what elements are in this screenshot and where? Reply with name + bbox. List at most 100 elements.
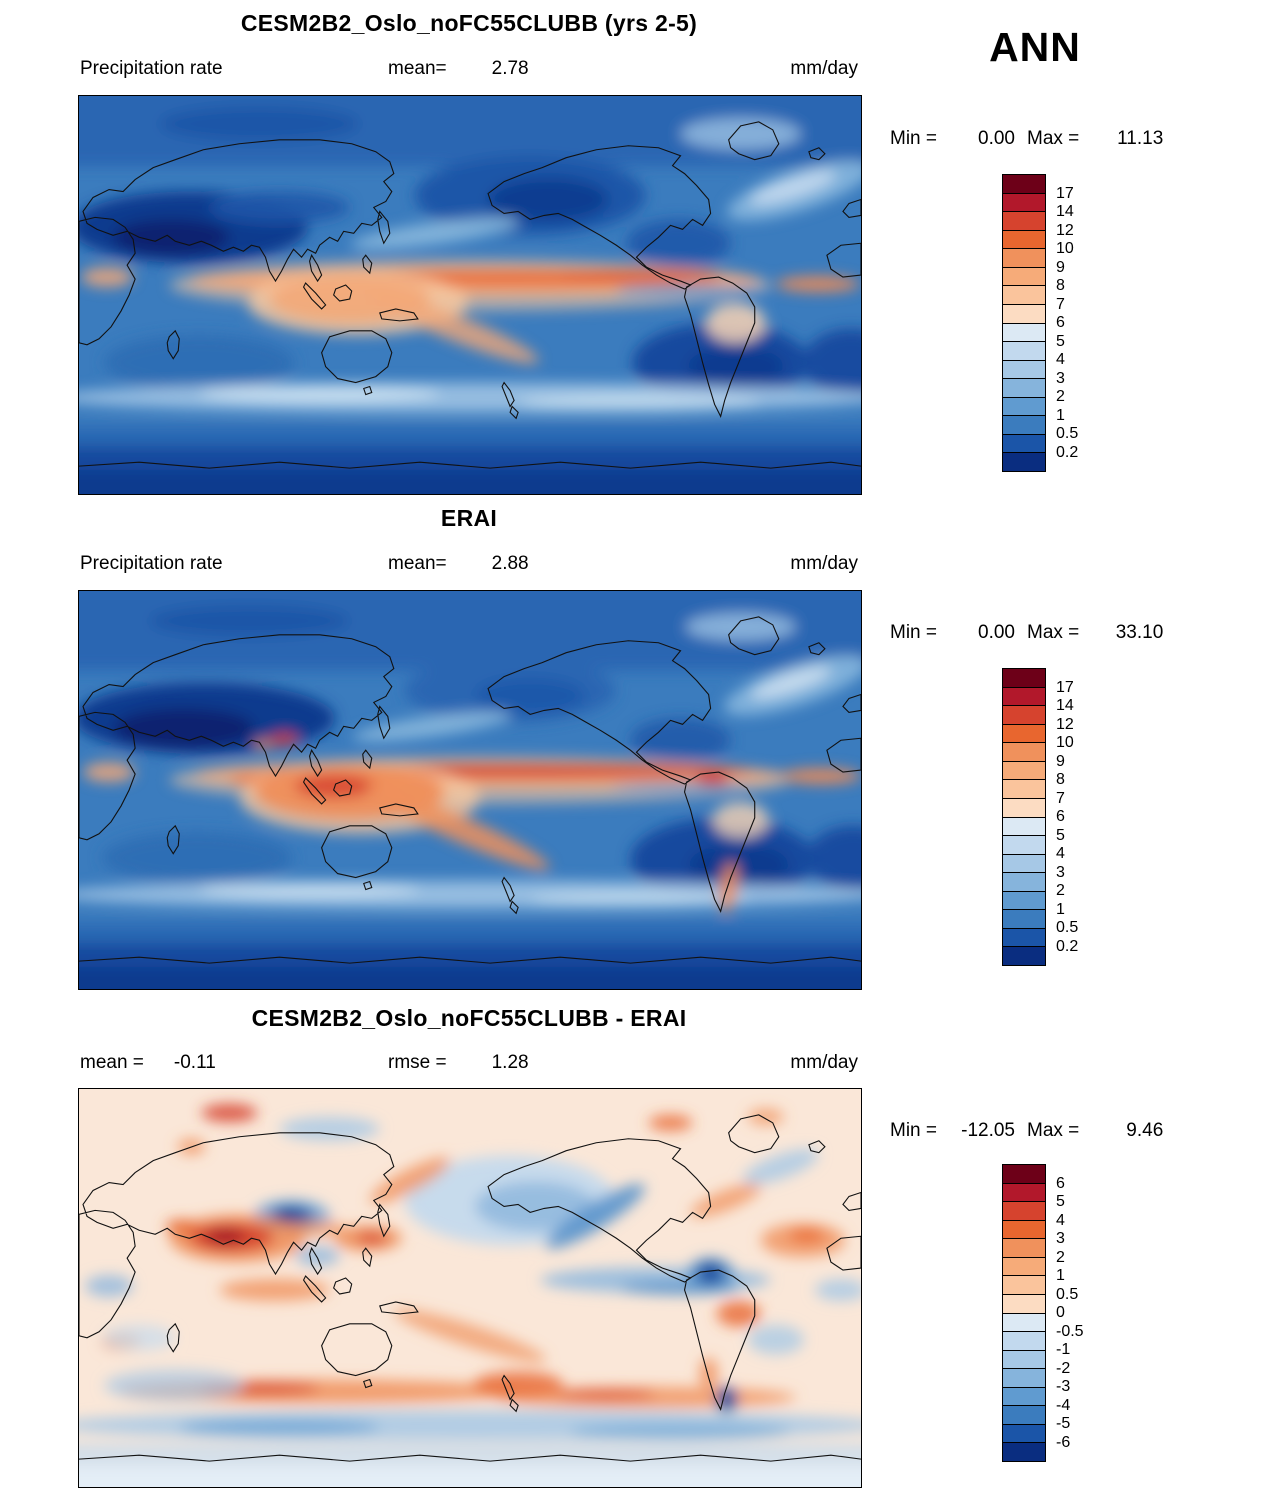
panel1-left-stat: Precipitation rate [80,58,253,80]
colorbar-tick-label: 10 [1056,240,1074,257]
min-value: 0.00 [978,622,1015,643]
colorbar-cell [1003,229,1045,249]
colorbar-tick-label: 0.2 [1056,443,1079,461]
colorbar-cell [1003,303,1045,323]
colorbar-cell [1003,890,1045,910]
colorbar-tick-label: 7 [1056,789,1065,807]
colorbar-cell [1003,1312,1045,1332]
colorbar-cells [1002,174,1046,472]
colorbar-tick-label: 14 [1056,203,1074,220]
colorbar-cell [1003,686,1045,706]
colorbar-cell [1003,1386,1045,1406]
colorbar-tick-label: 2 [1056,1248,1065,1266]
panel1-title: CESM2B2_Oslo_noFC55CLUBB (yrs 2-5) [240,10,698,36]
coastlines [79,1114,861,1462]
coastlines [79,616,861,964]
field-label: Precipitation rate [80,553,223,574]
panel2-mean-stat: mean= 2.88 [388,553,529,575]
colorbar-cell [1003,927,1045,947]
colorbar-tick-label: 2 [1056,882,1065,899]
colorbar-cells [1002,1164,1046,1462]
field-blobs [79,96,861,494]
colorbar-cell [1003,396,1045,416]
colorbar-cell [1003,909,1045,928]
colorbar-cell [1003,1368,1045,1387]
colorbar-cell [1003,1182,1045,1202]
colorbar-cell [1003,175,1045,193]
max-value: 33.10 [1115,622,1164,643]
max-label: Max = [1027,1120,1080,1141]
colorbar-cell [1003,872,1045,891]
colorbar-cell [1003,1349,1045,1369]
max-label: Max = [1027,128,1080,149]
max-label: Max = [1027,622,1080,643]
colorbar-cell [1003,1405,1045,1424]
colorbar-cell [1003,211,1045,230]
panel1-colorbar: 17 14 12 10 9 8 7 6 5 4 3 2 1 0.5 0.2 [1002,174,1122,472]
colorbar-tick-label: -6 [1056,1433,1071,1451]
model-precip-map [78,95,862,495]
colorbar-tick-labels: 6 5 4 3 2 1 0.5 0 -0.5 -1 -2 -3 -4 -5 -6 [1056,1165,1120,1461]
colorbar-cell [1003,760,1045,780]
colorbar-cell [1003,1256,1045,1276]
colorbar-tick-label: 4 [1056,1211,1065,1229]
colorbar-tick-label: -1 [1056,1341,1071,1358]
panel2-title: ERAI [440,505,498,531]
panel3-rmse-stat: rmse = 1.28 [388,1052,529,1074]
colorbar-tick-label: 10 [1056,734,1074,751]
colorbar-cell [1003,1442,1045,1461]
panel2-minmax: Min = 0.00 Max = 33.10 [890,622,1163,644]
colorbar-tick-label: 1 [1056,406,1065,424]
colorbar-tick-label: -5 [1056,1415,1071,1432]
units-label: mm/day [790,58,858,79]
coastlines [79,121,861,469]
colorbar-cell [1003,266,1045,286]
colorbar-cell [1003,742,1045,761]
colorbar-tick-label: 0.5 [1056,425,1079,442]
panel3-stats-row: mean = -0.11 rmse = 1.28 mm/day [78,1052,860,1076]
min-value: 0.00 [978,128,1015,149]
obs-precip-map [78,590,862,990]
panel2-colorbar: 17 14 12 10 9 8 7 6 5 4 3 2 1 0.5 0.2 [1002,668,1122,966]
colorbar-tick-label: 0 [1056,1304,1065,1321]
colorbar-tick-label: 3 [1056,863,1065,881]
colorbar-cell [1003,779,1045,798]
colorbar-tick-label: -2 [1056,1359,1071,1377]
colorbar-tick-label: 8 [1056,277,1065,294]
colorbar-tick-label: 6 [1056,314,1065,331]
colorbar-cell [1003,1201,1045,1220]
colorbar-cell [1003,705,1045,724]
colorbar-tick-label: 4 [1056,351,1065,368]
colorbar-tick-label: 9 [1056,752,1065,770]
colorbar-tick-label: -3 [1056,1378,1071,1395]
colorbar-tick-label: 12 [1056,221,1074,239]
mean-value: 2.78 [491,58,529,79]
panel2-left-stat: Precipitation rate [80,553,253,575]
rmse-label: rmse = [388,1052,447,1073]
panel1-mean-stat: mean= 2.78 [388,58,529,80]
colorbar-cell [1003,1165,1045,1183]
max-value: 11.13 [1117,128,1164,149]
colorbar-cell [1003,797,1045,817]
colorbar-tick-label: 6 [1056,1174,1065,1192]
mean-value: -0.11 [173,1052,216,1073]
panel3-title: CESM2B2_Oslo_noFC55CLUBB - ERAI [251,1005,687,1031]
colorbar-tick-label: -0.5 [1056,1322,1084,1340]
panel2-stats-row: Precipitation rate mean= 2.88 mm/day [78,553,860,577]
colorbar-cell [1003,248,1045,267]
colorbar-cell [1003,359,1045,379]
colorbar-cell [1003,433,1045,453]
colorbar-tick-label: 5 [1056,1193,1065,1210]
panel3-colorbar: 6 5 4 3 2 1 0.5 0 -0.5 -1 -2 -3 -4 -5 -6 [1002,1164,1122,1462]
mean-value: 2.88 [491,553,529,574]
field-blobs [79,1103,861,1487]
colorbar-tick-label: 0.5 [1056,1285,1079,1303]
colorbar-tick-labels: 17 14 12 10 9 8 7 6 5 4 3 2 1 0.5 0.2 [1056,669,1120,965]
colorbar-cell [1003,415,1045,434]
colorbar-tick-label: 5 [1056,826,1065,844]
mean-label: mean= [388,553,447,574]
units-label: mm/day [790,1052,858,1073]
colorbar-cell [1003,1238,1045,1257]
mean-label: mean= [388,58,447,79]
